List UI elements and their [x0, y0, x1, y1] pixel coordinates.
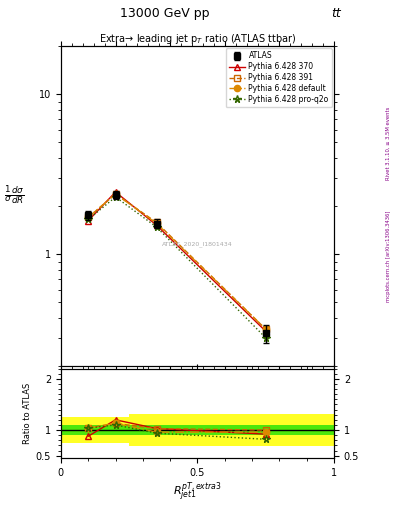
Line: Pythia 6.428 default: Pythia 6.428 default — [85, 191, 269, 332]
Legend: ATLAS, Pythia 6.428 370, Pythia 6.428 391, Pythia 6.428 default, Pythia 6.428 pr: ATLAS, Pythia 6.428 370, Pythia 6.428 39… — [226, 48, 332, 107]
Pythia 6.428 391 — [263, 326, 268, 332]
Pythia 6.428 pro-q2o — [263, 335, 268, 341]
Line: Pythia 6.428 pro-q2o: Pythia 6.428 pro-q2o — [84, 193, 270, 342]
Line: Pythia 6.428 391: Pythia 6.428 391 — [85, 191, 269, 332]
Pythia 6.428 370 — [86, 218, 90, 224]
Text: tt: tt — [331, 8, 341, 20]
Pythia 6.428 pro-q2o — [113, 194, 118, 200]
Pythia 6.428 default — [113, 191, 118, 197]
Pythia 6.428 391 — [86, 215, 90, 221]
Title: Extra→ leading jet p$_T$ ratio (ATLAS ttbar): Extra→ leading jet p$_T$ ratio (ATLAS tt… — [99, 32, 296, 46]
Text: mcplots.cern.ch [arXiv:1306.3436]: mcplots.cern.ch [arXiv:1306.3436] — [386, 210, 391, 302]
Pythia 6.428 370 — [113, 189, 118, 195]
Text: Rivet 3.1.10, ≥ 3.5M events: Rivet 3.1.10, ≥ 3.5M events — [386, 106, 391, 180]
Text: $\frac{1}{\sigma}\frac{d\sigma}{dR}$: $\frac{1}{\sigma}\frac{d\sigma}{dR}$ — [4, 184, 25, 205]
Pythia 6.428 391 — [154, 219, 159, 225]
Pythia 6.428 pro-q2o — [154, 224, 159, 230]
Pythia 6.428 default — [154, 220, 159, 226]
Line: Pythia 6.428 370: Pythia 6.428 370 — [85, 189, 269, 334]
Pythia 6.428 370 — [263, 328, 268, 334]
Pythia 6.428 default — [263, 326, 268, 332]
Pythia 6.428 default — [86, 215, 90, 221]
Pythia 6.428 391 — [113, 191, 118, 197]
Text: 13000 GeV pp: 13000 GeV pp — [120, 8, 210, 20]
Y-axis label: Ratio to ATLAS: Ratio to ATLAS — [23, 383, 32, 444]
Pythia 6.428 370 — [154, 222, 159, 228]
X-axis label: $R_{jet1}^{pT,extra3}$: $R_{jet1}^{pT,extra3}$ — [173, 481, 222, 504]
Pythia 6.428 pro-q2o — [86, 217, 90, 223]
Text: ATLAS_2020_I1801434: ATLAS_2020_I1801434 — [162, 242, 233, 247]
